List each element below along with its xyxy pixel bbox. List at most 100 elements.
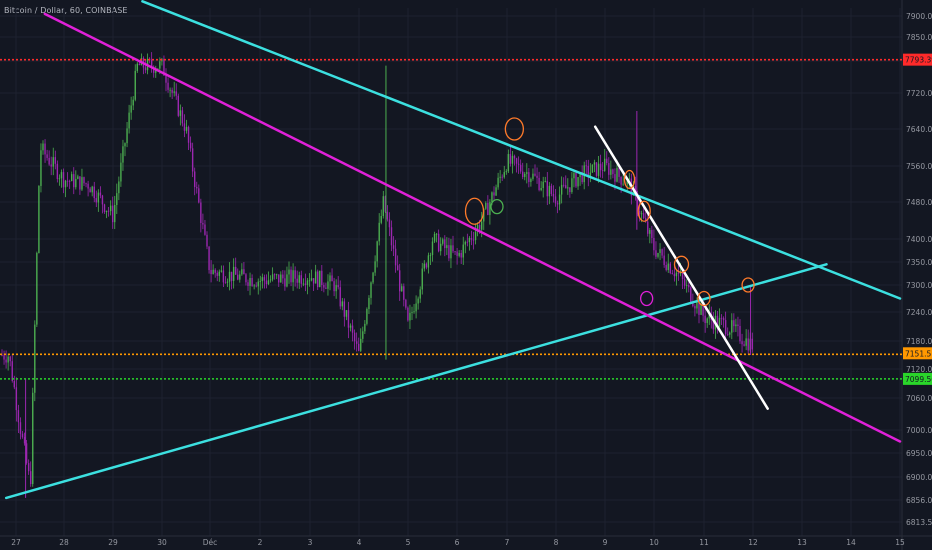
- candle-body: [702, 304, 704, 316]
- candle-body: [571, 178, 573, 193]
- candle-body: [351, 325, 354, 333]
- candle-body: [417, 298, 419, 304]
- candle-body: [394, 248, 397, 266]
- candle-body: [245, 274, 247, 283]
- candle-body: [50, 164, 52, 167]
- candle-body: [347, 310, 350, 328]
- candle-body: [669, 263, 671, 274]
- candle-body: [737, 324, 739, 326]
- candle-body: [497, 177, 499, 188]
- candle-body: [288, 269, 290, 275]
- lower-cyan-trendline: [4, 263, 828, 500]
- candle-body: [681, 272, 684, 280]
- candle-body: [130, 105, 132, 113]
- candle-body: [153, 67, 155, 73]
- candle-body: [558, 194, 561, 205]
- candle-body: [743, 344, 745, 346]
- candle-body: [159, 61, 161, 69]
- candle-body: [634, 185, 637, 194]
- candle-body: [278, 274, 280, 283]
- candle-body: [292, 270, 294, 283]
- candle-body: [382, 196, 384, 216]
- candle-body: [101, 195, 104, 205]
- candle-body: [36, 253, 38, 325]
- candle-body: [386, 211, 389, 220]
- x-tick-label: 11: [699, 538, 709, 547]
- candle-body: [235, 266, 237, 275]
- candle-body: [296, 278, 298, 283]
- candle-body: [269, 279, 272, 281]
- candle-body: [542, 181, 544, 188]
- candle-body: [388, 219, 391, 228]
- candle-body: [9, 356, 11, 362]
- candle-body: [452, 245, 454, 252]
- candle-body: [345, 310, 348, 317]
- candle-body: [251, 278, 253, 287]
- candle-body: [171, 89, 173, 93]
- candle-body: [692, 302, 694, 307]
- candle-body: [423, 263, 425, 269]
- candle-body: [284, 278, 286, 287]
- candle-body: [23, 437, 26, 444]
- candle-body: [667, 263, 669, 271]
- candle-body: [554, 196, 557, 204]
- candle-body: [429, 254, 432, 256]
- candle-body: [64, 180, 67, 188]
- candle-body: [196, 187, 198, 189]
- candle-body: [333, 281, 335, 292]
- candle-body: [407, 307, 409, 321]
- y-tick-label: 7000.00: [906, 426, 932, 435]
- annotation-circle: [623, 169, 636, 190]
- y-tick-label: 6813.50: [906, 518, 932, 527]
- candle-body: [712, 320, 715, 330]
- candle-body: [606, 158, 608, 164]
- candle-body: [530, 178, 532, 182]
- candle-body: [604, 158, 606, 171]
- candle-body: [526, 172, 528, 174]
- candle-body: [403, 286, 405, 300]
- candle-body: [109, 205, 112, 212]
- candle-body: [413, 311, 415, 313]
- candle-body: [622, 183, 624, 185]
- candle-body: [77, 176, 79, 179]
- candle-body: [716, 315, 719, 327]
- candle-body: [30, 471, 32, 485]
- candle-body: [132, 99, 134, 106]
- candle-body: [421, 268, 423, 290]
- candle-body: [249, 278, 251, 286]
- candle-body: [378, 222, 380, 242]
- candle-body: [265, 280, 268, 285]
- candle-body: [396, 265, 399, 271]
- candle-body: [177, 95, 179, 116]
- candle-body: [509, 154, 512, 164]
- candle-body: [595, 162, 598, 176]
- candle-body: [454, 251, 456, 253]
- y-tick-label: 7720.00: [906, 89, 932, 98]
- candle-body: [593, 162, 596, 165]
- candle-body: [42, 143, 44, 151]
- candle-body: [640, 213, 643, 215]
- candle-body: [614, 174, 616, 182]
- candle-body: [290, 269, 292, 283]
- candle-body: [696, 302, 698, 309]
- candle-body: [286, 274, 288, 287]
- candle-body: [341, 301, 343, 307]
- annotation-circle: [673, 255, 690, 273]
- y-tick-label: 7350.00: [906, 258, 932, 267]
- candle-body: [399, 270, 401, 292]
- candle-body: [302, 283, 305, 285]
- candle-body: [448, 245, 450, 259]
- candle-body: [360, 338, 362, 351]
- candle-body: [466, 241, 469, 243]
- candle-body: [34, 324, 36, 393]
- candle-body: [210, 270, 212, 275]
- y-tick-label: 6856.00: [906, 496, 932, 505]
- candle-body: [79, 176, 81, 190]
- candle-body: [150, 59, 153, 68]
- candle-body: [534, 173, 536, 176]
- x-tick-label: 7: [505, 538, 510, 547]
- candle-body: [331, 275, 333, 282]
- candle-body: [120, 162, 122, 182]
- candle-body: [339, 287, 341, 307]
